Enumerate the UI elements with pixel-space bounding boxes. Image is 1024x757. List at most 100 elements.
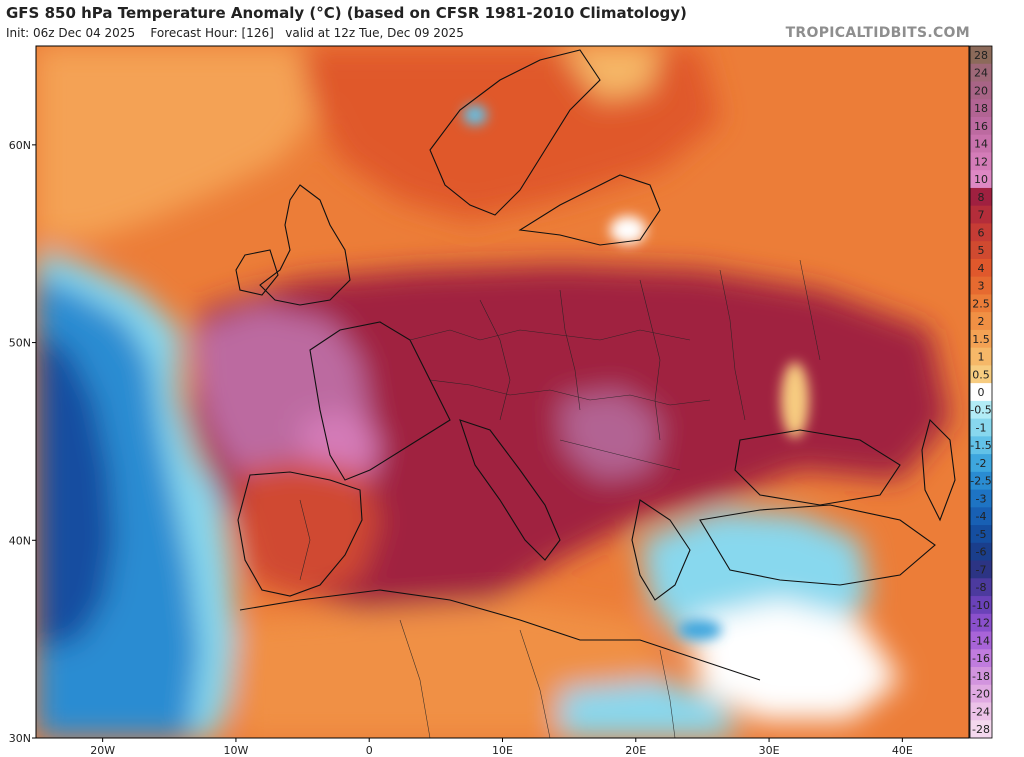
colorbar-label: -5 xyxy=(976,528,987,541)
colorbar-label: -14 xyxy=(972,634,990,647)
colorbar-swatch xyxy=(970,507,992,526)
lat-label: 50N xyxy=(9,337,31,350)
colorbar-label: 20 xyxy=(974,84,988,97)
latitude-axis: 60N 50N 40N 30N xyxy=(9,139,36,745)
colorbar-swatch xyxy=(970,720,992,739)
colorbar-swatch xyxy=(970,613,992,633)
colorbar-swatch xyxy=(970,578,992,597)
map-title: GFS 850 hPa Temperature Anomaly (°C) (ba… xyxy=(6,4,687,22)
colorbar-swatch xyxy=(970,116,992,136)
colorbar-swatch xyxy=(970,347,992,366)
valid-time: valid at 12z Tue, Dec 09 2025 xyxy=(285,26,464,40)
colorbar-swatch xyxy=(970,99,992,118)
colorbar-label: 2.5 xyxy=(972,297,990,310)
colorbar-swatch xyxy=(970,241,992,260)
lat-label: 60N xyxy=(9,139,31,152)
colorbar: 28 24 20 18 16 14 12 10 8 7 6 5 4 3 2.5 2 1.5 1 0.5 0 -0.5 -1… xyxy=(969,45,993,739)
colorbar-label: 0.5 xyxy=(972,368,990,381)
colorbar-swatch xyxy=(970,294,992,313)
map-subtitle: Init: 06z Dec 04 2025 Forecast Hour: [12… xyxy=(6,26,464,40)
colorbar-swatch xyxy=(970,525,992,544)
nw-atlantic-warm xyxy=(36,46,320,240)
lat-label: 40N xyxy=(9,534,31,547)
anomaly-blobs xyxy=(36,46,950,738)
colorbar-swatch xyxy=(970,205,992,224)
border-11 xyxy=(519,629,551,738)
border-5 xyxy=(639,279,661,441)
east-med-neutral xyxy=(690,600,900,720)
colorbar-label: -18 xyxy=(972,670,990,683)
lon-label: 10W xyxy=(223,744,248,757)
coast-caspian xyxy=(921,418,956,522)
colorbar-label: 1 xyxy=(978,351,985,364)
lon-label: 10E xyxy=(492,744,513,757)
colorbar-swatch xyxy=(970,134,992,153)
colorbar-swatch xyxy=(970,596,992,615)
colorbar-label: -1 xyxy=(976,421,987,434)
colorbar-label: -2 xyxy=(976,457,987,470)
forecast-hour: Forecast Hour: [126] xyxy=(150,26,274,40)
colorbar-swatch xyxy=(970,223,992,242)
coast-italy xyxy=(459,419,561,561)
colorbar-swatch xyxy=(970,436,992,455)
colorbar-swatch xyxy=(970,560,992,579)
border-6 xyxy=(719,269,746,421)
norway-cool-spot xyxy=(463,105,487,125)
atlantic-cool-core xyxy=(36,330,115,650)
border-4 xyxy=(559,289,581,411)
border-12 xyxy=(659,649,676,738)
colorbar-label: 7 xyxy=(978,209,985,222)
colorbar-label: -24 xyxy=(972,705,990,718)
colorbar-label: -10 xyxy=(972,599,990,612)
border-3 xyxy=(479,299,511,421)
colorbar-label: 12 xyxy=(974,155,988,168)
colorbar-swatch xyxy=(970,702,992,721)
colorbar-label: 2 xyxy=(978,315,985,328)
coast-uk xyxy=(259,184,351,306)
balkans xyxy=(560,390,660,480)
colorbar-label: -3 xyxy=(976,492,987,505)
colorbar-label: -28 xyxy=(972,723,990,736)
lon-label: 40E xyxy=(892,744,913,757)
colorbar-swatch xyxy=(970,187,992,207)
coast-scandinavia xyxy=(429,49,601,216)
crete-cool xyxy=(678,620,722,640)
coast-baltic xyxy=(518,174,661,246)
colorbar-label: 6 xyxy=(978,226,985,239)
colorbar-label: 8 xyxy=(978,191,985,204)
colorbar-label: 5 xyxy=(978,244,985,257)
border-7 xyxy=(799,259,821,361)
north-light xyxy=(560,46,660,100)
colorbar-label: -2.5 xyxy=(970,475,991,488)
colorbar-swatch xyxy=(970,418,992,437)
colorbar-swatch xyxy=(970,329,992,349)
colorbar-label: 0 xyxy=(978,386,985,399)
colorbar-swatch xyxy=(970,258,992,278)
colorbar-label: 24 xyxy=(974,67,988,80)
border-10 xyxy=(399,619,431,738)
colorbar-label: 1.5 xyxy=(972,333,990,346)
colorbar-swatch xyxy=(970,276,992,295)
border-8 xyxy=(559,439,681,471)
colorbar-swatch xyxy=(970,489,992,508)
colorbar-label: 28 xyxy=(974,49,988,62)
colorbar-swatch xyxy=(970,63,992,82)
finland-light xyxy=(610,216,646,244)
coast-iberia xyxy=(237,471,363,597)
colorbar-swatch xyxy=(970,542,992,562)
coast-ireland xyxy=(235,249,279,296)
colorbar-label: -12 xyxy=(972,617,990,630)
colorbar-swatch xyxy=(970,684,992,704)
colorbar-label: 14 xyxy=(974,138,988,151)
colorbar-label: 18 xyxy=(974,102,988,115)
colorbar-swatch xyxy=(970,667,992,686)
colorbar-swatch xyxy=(970,81,992,100)
country-borders xyxy=(299,259,821,738)
colorbar-swatch xyxy=(970,46,992,65)
lat-label: 30N xyxy=(9,732,31,745)
border-9 xyxy=(299,499,311,581)
anomaly-field xyxy=(36,46,969,738)
colorbar-swatch xyxy=(970,383,992,402)
colorbar-label: -16 xyxy=(972,652,990,665)
colorbar-swatch xyxy=(970,400,992,420)
